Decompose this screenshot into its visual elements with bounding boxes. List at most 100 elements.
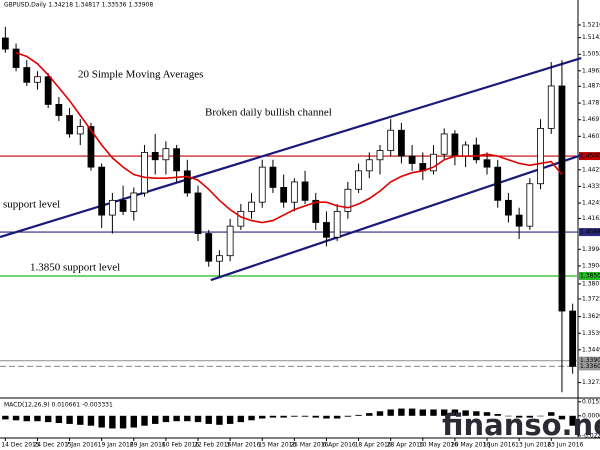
watermark: finanso.net: [442, 408, 600, 442]
x-tick-label: 15 Mar 2016: [258, 442, 296, 449]
candle-body: [1, 37, 9, 50]
macd-bar: [526, 415, 534, 418]
macd-bar: [55, 415, 63, 424]
x-tick-label: 3 Mar 2016: [226, 442, 260, 449]
y-tick-label: 1.38070: [582, 280, 600, 287]
y-tick-label: 1.37255: [582, 295, 600, 302]
macd-bar: [87, 415, 95, 426]
candle-body: [226, 225, 234, 257]
macd-title: MACD(12,26,9) 0.010661 -0.003331: [4, 402, 113, 409]
candle-body: [515, 214, 523, 227]
candle-body: [569, 310, 577, 367]
x-tick-label: 23 Jun 2016: [547, 442, 583, 449]
macd-bar: [301, 415, 309, 417]
macd-bar: [548, 412, 555, 416]
candle-body: [323, 222, 330, 238]
macd-bar: [237, 415, 245, 423]
macd-bar: [505, 415, 512, 417]
x-tick-label: 22 Feb 2016: [194, 442, 232, 449]
macd-bar: [34, 415, 41, 422]
macd-bar: [23, 415, 30, 422]
candle-body: [141, 151, 148, 194]
candle-body: [98, 166, 106, 216]
level-label: 1.38500: [580, 272, 600, 279]
x-tick-label: 19 Jan 2016: [98, 442, 134, 449]
macd-bar: [216, 415, 223, 425]
candle-body: [173, 148, 181, 172]
y-tick-label: 1.44255: [582, 166, 600, 173]
level-label: 1.40880: [580, 229, 600, 236]
y-tick-label: 1.48785: [582, 83, 600, 90]
x-tick-label: 29 Jan 2016: [130, 442, 166, 449]
candle-body: [505, 199, 512, 216]
candle-body: [483, 159, 491, 168]
candle-body: [12, 48, 20, 68]
x-tick-label: 20 May 2016: [451, 442, 490, 449]
y-tick-label: 1.49620: [582, 67, 600, 74]
candle-body: [248, 201, 255, 212]
level-label-box: [579, 271, 600, 280]
y-tick-label: 1.46970: [582, 116, 600, 123]
x-tick-label: 14 Dec 2015: [1, 442, 40, 449]
macd-bar: [376, 411, 384, 416]
y-tick-label: 1.39045: [582, 262, 600, 269]
moving-average: [15, 52, 563, 224]
macd-bar: [141, 415, 148, 426]
x-tick-label: 7 Jan 2016: [66, 442, 98, 449]
x-tick-label: 24 Dec 2015: [33, 442, 72, 449]
candle-body: [397, 129, 405, 157]
macd-bar: [109, 415, 116, 429]
macd-bar: [98, 415, 105, 428]
macd-tick-label: 0.015522: [582, 398, 600, 405]
x-tick-label: 1 Jun 2016: [483, 442, 515, 449]
macd-bar: [430, 409, 437, 416]
macd-bar: [323, 415, 330, 419]
candle-body: [151, 151, 159, 161]
y-tick-label: 1.34495: [582, 346, 600, 353]
macd-bar: [312, 415, 319, 418]
macd-tick-label: -0.022248: [582, 432, 600, 439]
candle-body: [451, 133, 459, 157]
candle-body: [408, 155, 416, 164]
candle-body: [205, 233, 213, 262]
level-label: 1.33600: [580, 363, 600, 370]
level-label-box: [579, 152, 600, 161]
x-tick-label: 25 Mar 2016: [290, 442, 328, 449]
level-label-box: [579, 362, 600, 371]
y-tick-label: 1.42455: [582, 200, 600, 207]
macd-bar: [162, 415, 170, 423]
y-tick-label: 1.51420: [582, 34, 600, 41]
x-tick-label: 6 Apr 2016: [322, 442, 355, 449]
macd-bar: [291, 415, 298, 417]
macd-bar: [119, 415, 127, 429]
macd-bar: [483, 412, 491, 416]
macd-bar: [408, 408, 416, 416]
macd-bar: [569, 415, 576, 426]
candle-body: [216, 255, 223, 262]
y-tick-label: 1.32720: [582, 379, 600, 386]
y-tick-label: 1.46070: [582, 133, 600, 140]
y-tick-label: 1.39945: [582, 246, 600, 253]
macd-bar: [12, 415, 20, 421]
candle-body: [558, 85, 566, 312]
candle-body: [494, 166, 502, 201]
candle-body: [280, 187, 288, 203]
macd-bar: [355, 414, 362, 416]
annotation: 20 Simple Moving Averages: [78, 69, 203, 81]
macd-bar: [451, 409, 459, 416]
macd-bar: [398, 408, 405, 416]
candle-body: [194, 192, 202, 234]
candle-body: [355, 170, 362, 190]
macd-bar: [558, 415, 566, 420]
macd-bar: [344, 415, 352, 417]
candle-body: [537, 127, 544, 185]
macd-bar: [205, 415, 212, 424]
x-tick-label: 10 Feb 2016: [162, 442, 200, 449]
candle-body: [87, 126, 95, 168]
candle-body: [290, 181, 298, 203]
candle-body: [258, 166, 266, 203]
candle-body: [344, 188, 352, 212]
level-label: 1.33908: [580, 357, 600, 364]
y-tick-label: 1.50520: [582, 51, 600, 58]
